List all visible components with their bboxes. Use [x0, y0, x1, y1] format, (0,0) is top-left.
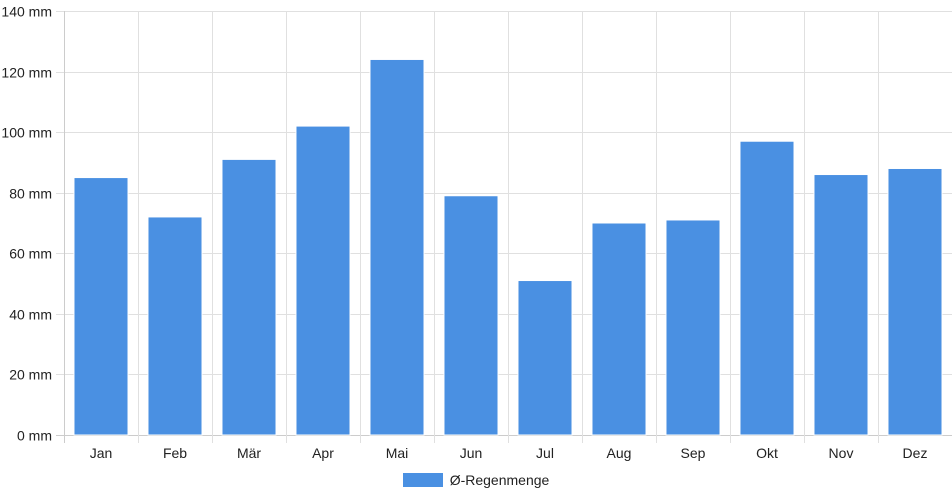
x-tick-label: Aug [607, 445, 632, 461]
bar [887, 167, 943, 436]
y-tick-label: 100 mm [1, 125, 52, 141]
x-tick-label: Dez [903, 445, 928, 461]
legend-label: Ø-Regenmenge [449, 472, 550, 488]
y-axis: 0 mm 20 mm 40 mm 60 mm 80 mm 100 mm 120 mm 140 … [1, 4, 52, 444]
y-tick-label: 0 mm [17, 428, 52, 444]
x-tick-label: Jul [536, 445, 554, 461]
y-tick-label: 20 mm [9, 367, 52, 383]
bar [813, 174, 869, 436]
legend[interactable]: Ø-Regenmenge [0, 472, 952, 488]
bar [591, 222, 647, 436]
bar [221, 158, 277, 436]
x-tick-label: Mai [386, 445, 409, 461]
y-tick-label: 40 mm [9, 307, 52, 323]
bar [73, 177, 129, 436]
bar [739, 140, 795, 436]
y-tick-label: 60 mm [9, 246, 52, 262]
bar [147, 216, 203, 436]
bar [369, 58, 425, 436]
x-axis: Jan Feb Mär Apr Mai Jun Jul Aug Sep Okt Nov Dez [90, 445, 928, 461]
legend-swatch [402, 473, 443, 487]
bar [443, 195, 499, 436]
x-tick-label: Jan [90, 445, 113, 461]
x-tick-label: Feb [163, 445, 187, 461]
rainfall-bar-chart: 0 mm 20 mm 40 mm 60 mm 80 mm 100 mm 120 mm 140 … [1, 4, 952, 461]
y-tick-label: 120 mm [1, 65, 52, 81]
y-tick-label: 80 mm [9, 186, 52, 202]
x-tick-label: Mär [237, 445, 261, 461]
y-tick-label: 140 mm [1, 4, 52, 20]
x-tick-label: Okt [756, 445, 778, 461]
x-tick-label: Nov [829, 445, 854, 461]
x-tick-label: Jun [460, 445, 483, 461]
grid-lines [56, 11, 952, 443]
bar [517, 280, 573, 436]
bar [295, 125, 351, 436]
x-tick-label: Sep [681, 445, 706, 461]
bars [73, 58, 943, 436]
bar [665, 219, 721, 436]
x-tick-label: Apr [312, 445, 334, 461]
